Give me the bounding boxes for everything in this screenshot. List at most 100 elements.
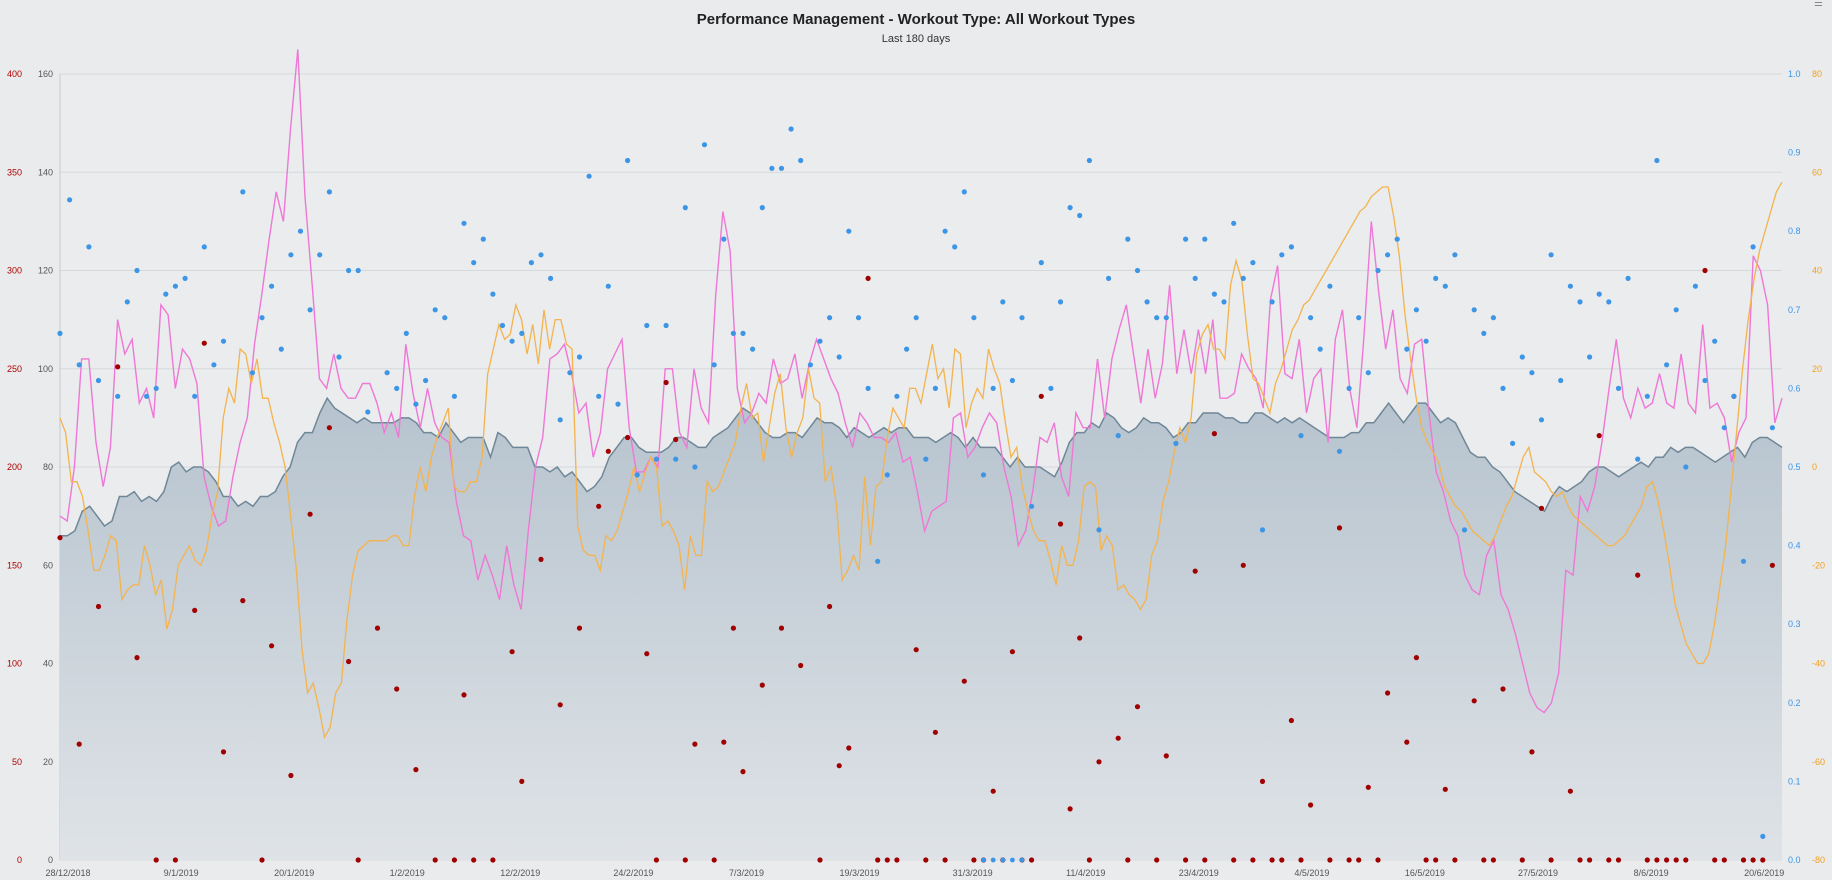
tsb-axis-tick-label: 40	[1812, 266, 1822, 276]
tss-point	[288, 772, 294, 779]
if-point	[1548, 252, 1554, 258]
if-point	[1173, 440, 1179, 446]
x-axis-tick-label: 20/6/2019	[1744, 868, 1784, 878]
tss-point	[1567, 788, 1573, 794]
tss-point	[201, 340, 207, 346]
tss-point	[1086, 857, 1092, 863]
if-point	[1692, 283, 1698, 289]
if-point	[211, 362, 217, 368]
tss-point	[798, 662, 804, 669]
tss-point	[1596, 433, 1602, 439]
x-axis-tick-label: 16/5/2019	[1405, 868, 1445, 878]
tss-point	[1115, 735, 1121, 741]
if-point	[904, 346, 910, 352]
if-point	[288, 252, 294, 258]
tss-axis-tick-label: 200	[7, 462, 22, 472]
tss-point	[1057, 521, 1064, 527]
tss-point	[153, 857, 159, 863]
if-point	[1683, 464, 1689, 470]
if-point	[1048, 385, 1054, 391]
tss-point	[817, 857, 823, 863]
if-point	[1269, 299, 1275, 305]
if-point	[1423, 338, 1429, 344]
if-point	[1712, 338, 1718, 344]
ctl-area	[60, 398, 1782, 860]
tss-point	[1404, 739, 1410, 745]
tss-point	[220, 749, 227, 755]
if-point	[1308, 315, 1314, 321]
if-point	[1000, 299, 1006, 305]
if-point	[1664, 362, 1670, 368]
tss-point	[1125, 857, 1131, 863]
tss-point	[1702, 267, 1708, 274]
if-point	[644, 322, 650, 329]
tss-point	[971, 857, 977, 863]
if-point	[499, 322, 506, 329]
if-point	[990, 385, 996, 391]
tss-point	[1250, 857, 1256, 863]
main-axis-tick-label: 140	[38, 167, 53, 177]
if-point	[1461, 527, 1468, 533]
if-axis-tick-label: 0.1	[1788, 776, 1801, 786]
if-point	[740, 330, 746, 336]
if-point	[855, 315, 862, 321]
if-point	[1481, 330, 1487, 336]
tss-axis-tick-label: 150	[7, 560, 22, 570]
tss-point	[865, 275, 871, 281]
main-axis-tick-label: 0	[48, 855, 53, 865]
if-point	[663, 322, 669, 329]
if-zero-point	[1000, 857, 1006, 863]
if-point	[1211, 291, 1217, 297]
tss-point	[1154, 857, 1160, 863]
menu-icon[interactable]: ☰	[1814, 0, 1823, 9]
tss-point	[836, 763, 842, 769]
tss-point	[413, 767, 419, 773]
tss-point	[461, 692, 467, 698]
if-zero-point	[1010, 857, 1015, 863]
if-point	[1587, 354, 1593, 360]
tss-point	[663, 379, 669, 386]
tss-point	[1577, 857, 1583, 863]
x-axis-tick-label: 31/3/2019	[953, 868, 993, 878]
tss-point	[778, 625, 785, 631]
if-axis-tick-label: 0.4	[1788, 541, 1801, 551]
if-point	[1433, 275, 1439, 281]
if-point	[701, 142, 708, 148]
tss-point	[1673, 857, 1679, 863]
if-point	[711, 362, 717, 368]
if-point	[432, 307, 438, 313]
if-point	[1577, 299, 1583, 305]
tss-point	[961, 678, 967, 684]
tss-axis-tick-label: 100	[7, 659, 22, 669]
if-point	[1702, 377, 1708, 384]
tss-point	[730, 625, 737, 631]
main-axis-tick-label: 40	[43, 659, 53, 669]
tsb-axis-tick-label: -40	[1812, 659, 1825, 669]
tss-point	[192, 607, 198, 614]
if-axis-tick-label: 0.8	[1788, 226, 1801, 236]
atl-line	[59, 49, 1783, 714]
if-point	[259, 315, 265, 321]
if-point	[817, 338, 823, 344]
if-point	[1394, 236, 1400, 242]
if-point	[1096, 527, 1102, 533]
if-point	[721, 236, 727, 242]
if-point	[576, 354, 583, 360]
if-point	[932, 385, 939, 391]
if-point	[557, 417, 563, 423]
axes: 0501001502002503003504000204060801001201…	[7, 69, 1825, 878]
tss-point	[394, 686, 400, 692]
tss-point	[1385, 690, 1391, 696]
if-point	[124, 299, 130, 305]
tss-axis-tick-label: 400	[7, 69, 22, 79]
x-axis-tick-label: 28/12/2018	[45, 868, 90, 878]
if-zero-point	[1019, 857, 1025, 863]
tss-point	[1548, 857, 1554, 863]
if-point	[1163, 315, 1169, 321]
tss-point	[1423, 857, 1429, 863]
if-point	[961, 189, 967, 195]
if-point	[1298, 433, 1304, 439]
if-point	[1029, 503, 1035, 509]
tsb-axis-tick-label: 20	[1812, 364, 1822, 374]
